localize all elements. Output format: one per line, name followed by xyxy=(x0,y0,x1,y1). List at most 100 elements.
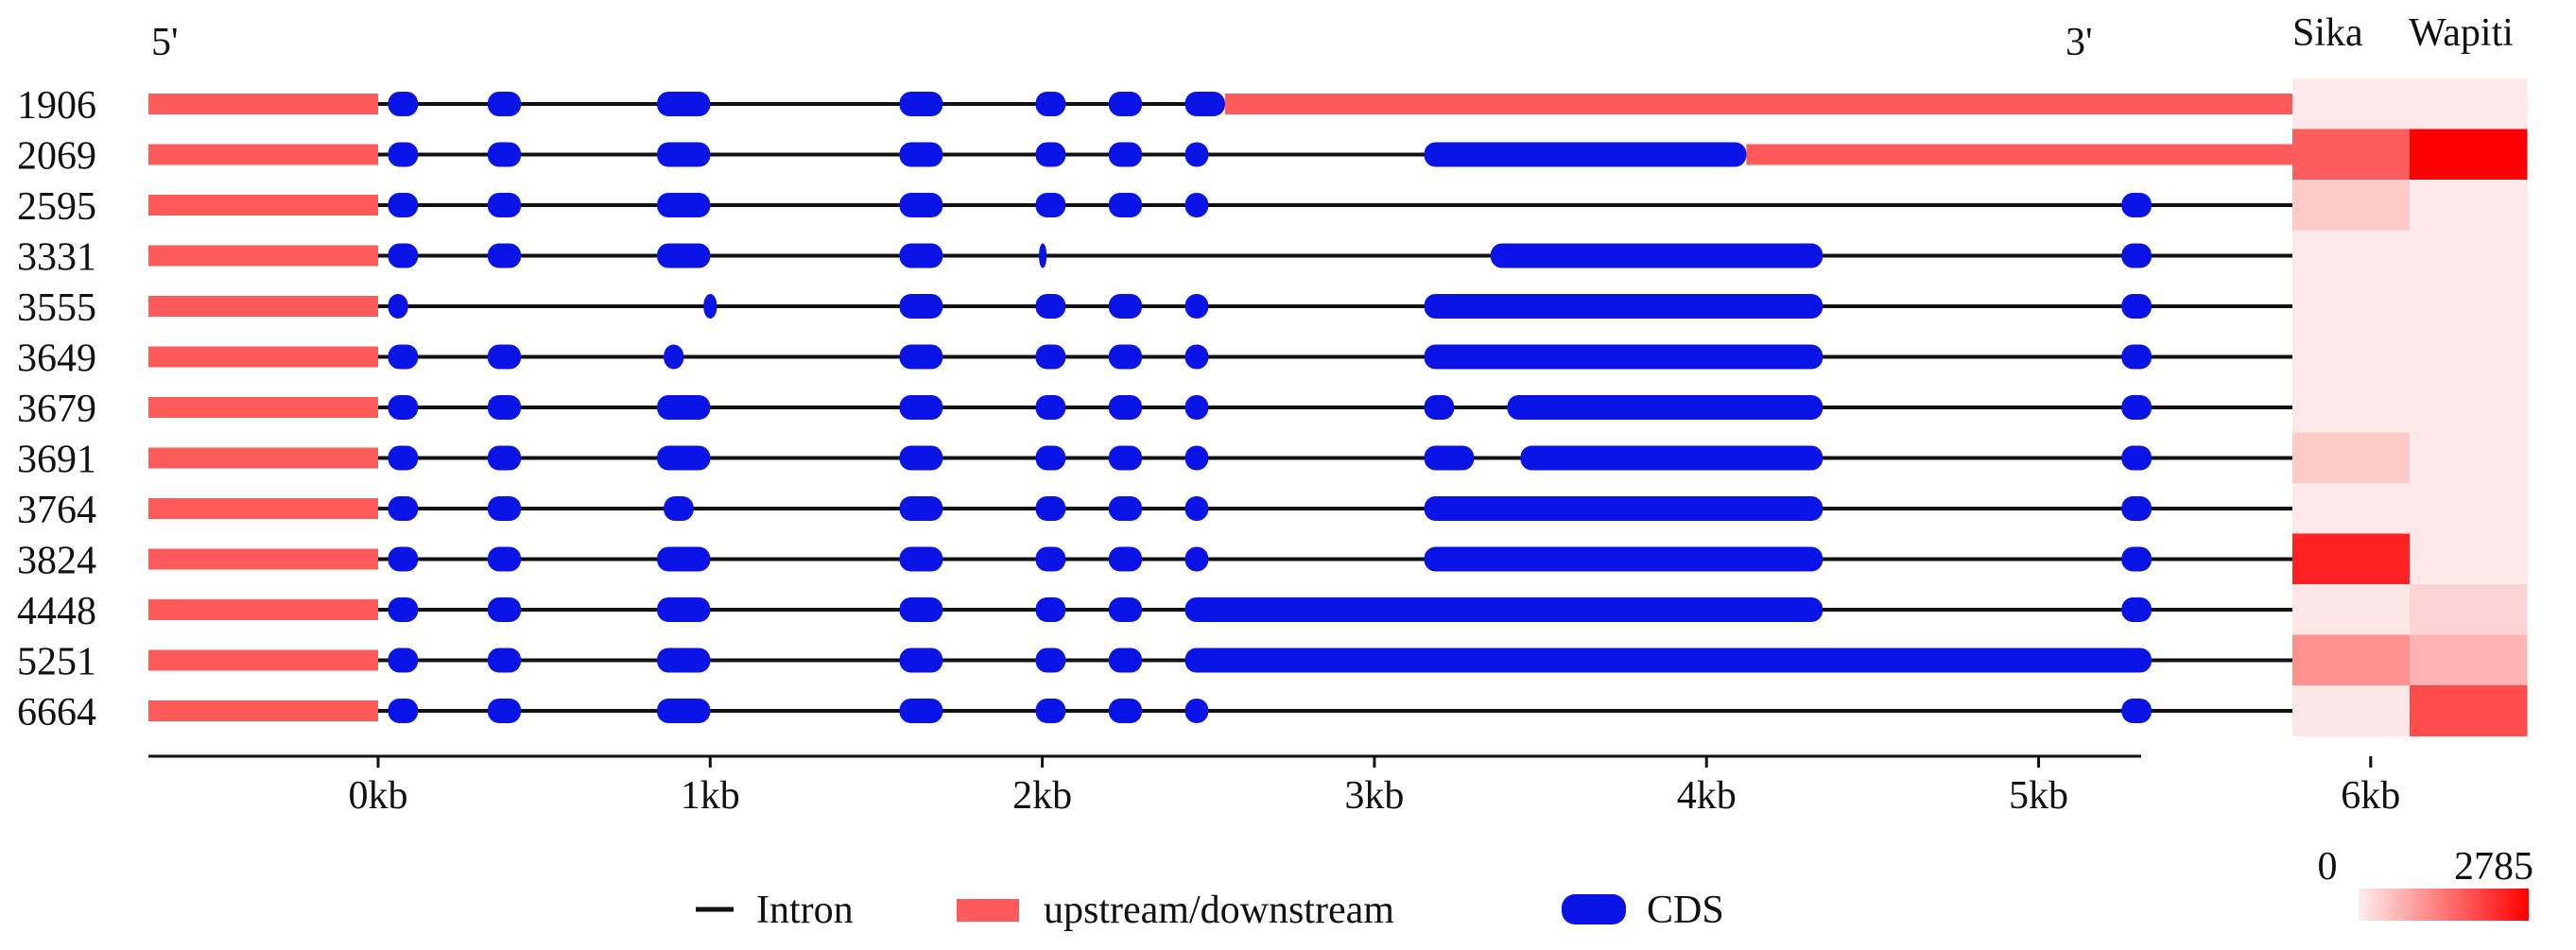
cds-exon xyxy=(1035,597,1066,622)
cds-exon xyxy=(2121,344,2152,370)
colorbar: 0 2785 xyxy=(2318,845,2533,921)
heatmap-cell xyxy=(2410,180,2528,231)
legend-utr-swatch xyxy=(957,899,1019,922)
axis-tick-label: 3kb xyxy=(1344,774,1404,818)
cds-exon xyxy=(899,142,943,167)
cds-exon xyxy=(487,699,522,723)
transcript-label: 6664 xyxy=(17,691,96,734)
utr5-block xyxy=(148,700,378,721)
cds-exon xyxy=(1424,546,1824,572)
cds-exon xyxy=(1424,142,1747,167)
transcript-row xyxy=(148,92,2371,116)
legend-intron-label: Intron xyxy=(756,889,854,932)
transcript-row xyxy=(148,597,2364,622)
cds-exon xyxy=(1424,294,1824,319)
cds-exon xyxy=(899,344,943,370)
heatmap-cell xyxy=(2410,281,2528,332)
heatmap-cell xyxy=(2292,483,2411,534)
transcript-label: 3764 xyxy=(17,489,96,532)
cds-exon xyxy=(899,648,943,673)
cds-exon xyxy=(2121,597,2152,622)
cds-exon xyxy=(657,395,711,420)
expression-heatmap xyxy=(2292,78,2528,736)
cds-exon xyxy=(388,445,419,471)
cds-exon xyxy=(487,344,522,370)
cds-exon xyxy=(1424,445,1475,471)
utr5-block xyxy=(148,195,378,216)
cds-exon xyxy=(1035,142,1066,167)
axis-tick-label: 1kb xyxy=(681,774,740,818)
cds-exon xyxy=(657,193,711,217)
axis-tick-label: 4kb xyxy=(1677,774,1737,818)
cds-exon xyxy=(487,496,522,521)
cds-exon xyxy=(1035,445,1066,471)
legend-cds-swatch xyxy=(1562,894,1626,924)
cds-exon xyxy=(1108,699,1142,723)
cds-exon xyxy=(657,142,711,167)
heatmap-cell xyxy=(2410,483,2528,534)
utr3-block xyxy=(1224,94,2371,114)
transcript-row xyxy=(148,395,2364,420)
utr5-block xyxy=(148,447,378,469)
cds-exon xyxy=(388,142,419,167)
colorbar-min-label: 0 xyxy=(2318,845,2338,889)
legend-utr-label: upstream/downstream xyxy=(1044,889,1394,932)
heatmap-cell xyxy=(2410,382,2528,433)
transcript-label: 2595 xyxy=(17,185,96,229)
heatmap-cell xyxy=(2292,685,2411,736)
heatmap-cell xyxy=(2410,533,2528,585)
cds-exon xyxy=(388,496,419,521)
colorbar-gradient xyxy=(2359,889,2529,921)
cds-exon xyxy=(2121,445,2152,471)
cds-exon xyxy=(899,193,943,217)
five-prime-label: 5' xyxy=(151,21,179,64)
cds-exon xyxy=(1035,699,1066,723)
transcript-label: 5251 xyxy=(17,641,96,684)
heatmap-cell xyxy=(2410,331,2528,383)
cds-exon xyxy=(899,294,943,319)
cds-exon xyxy=(388,699,419,723)
cds-exon xyxy=(487,92,522,116)
legend: Intron upstream/downstream CDS xyxy=(696,889,1724,932)
cds-exon xyxy=(1184,294,1209,319)
heatmap-cell xyxy=(2292,230,2411,282)
cds-exon xyxy=(2121,546,2152,572)
cds-exon xyxy=(487,546,522,572)
cds-exon xyxy=(487,597,522,622)
cds-exon xyxy=(703,294,717,319)
cds-exon xyxy=(1424,496,1824,521)
utr5-block xyxy=(148,397,378,418)
colorbar-max-label: 2785 xyxy=(2454,845,2533,889)
transcript-row xyxy=(148,243,2364,268)
cds-exon xyxy=(487,142,522,167)
transcript-row xyxy=(148,142,2371,167)
axis-tick-label: 0kb xyxy=(349,774,408,818)
utr5-block xyxy=(148,245,378,267)
cds-exon xyxy=(1184,699,1209,723)
cds-exon xyxy=(388,193,419,217)
three-prime-label: 3' xyxy=(2066,21,2093,64)
cds-exon xyxy=(1184,193,1209,217)
cds-exon xyxy=(388,243,419,268)
cds-exon xyxy=(1035,344,1066,370)
cds-exon xyxy=(1108,344,1142,370)
transcript-label: 3691 xyxy=(17,439,96,482)
cds-exon xyxy=(388,344,419,370)
heatmap-cell xyxy=(2292,432,2411,484)
transcript-row xyxy=(148,445,2364,471)
axis-tick-label: 2kb xyxy=(1012,774,1072,818)
utr5-block xyxy=(148,296,378,317)
heatmap-cell xyxy=(2292,331,2411,383)
heatmap-cell xyxy=(2410,230,2528,282)
kb-axis: 0kb 1kb 2kb 3kb 4kb 5kb 6kb xyxy=(148,754,2400,818)
cds-exon xyxy=(657,546,711,572)
heatmap-cell xyxy=(2292,180,2411,231)
utr5-block xyxy=(148,599,378,620)
cds-exon xyxy=(388,597,419,622)
transcript-row xyxy=(148,699,2364,723)
heatmap-cell xyxy=(2410,685,2528,736)
cds-exon xyxy=(899,597,943,622)
cds-exon xyxy=(899,699,943,723)
axis-tick-label: 5kb xyxy=(2009,774,2068,818)
cds-exon xyxy=(388,395,419,420)
